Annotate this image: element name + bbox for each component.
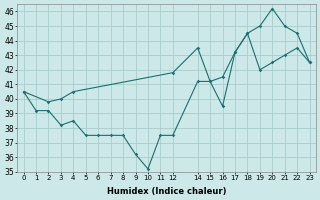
X-axis label: Humidex (Indice chaleur): Humidex (Indice chaleur)	[107, 187, 226, 196]
